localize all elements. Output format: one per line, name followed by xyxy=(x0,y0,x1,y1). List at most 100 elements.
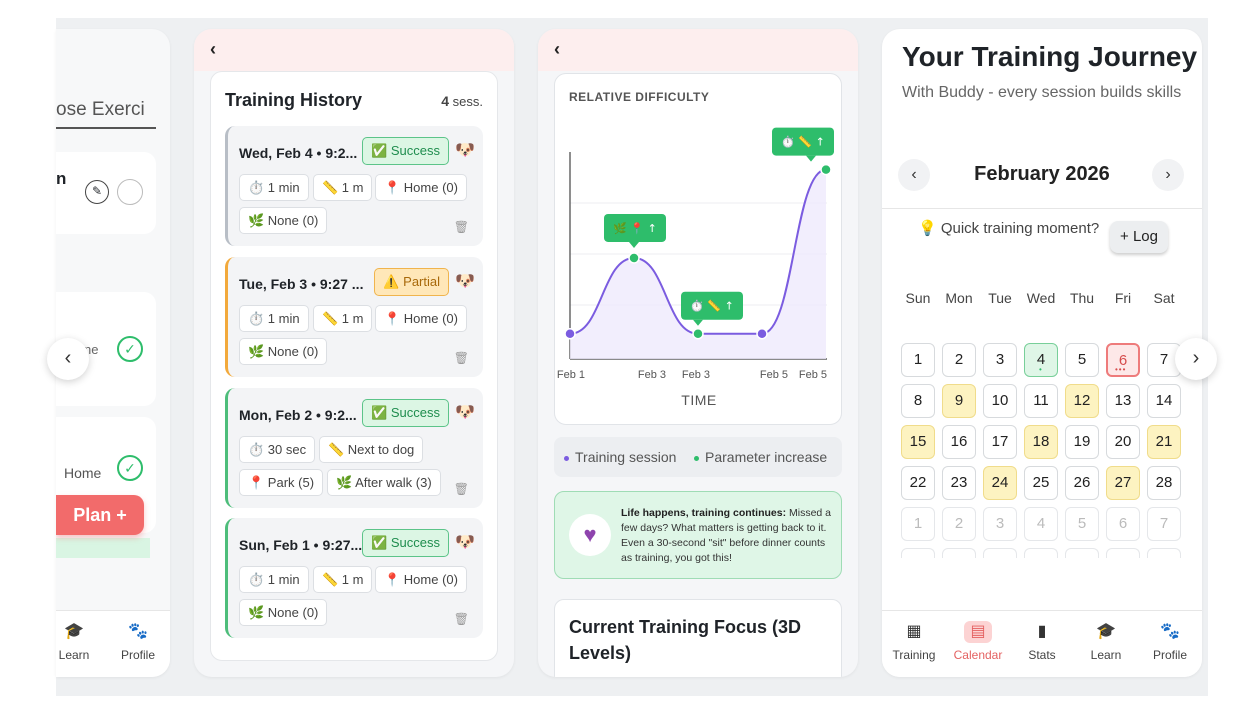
dog-icon: 🐶 xyxy=(455,142,475,159)
calendar-day[interactable]: 23 xyxy=(942,466,976,500)
graduation-cap-icon: 🎓 xyxy=(1096,623,1116,640)
annotation-pointer xyxy=(806,155,816,162)
calendar-day[interactable]: 5 xyxy=(1065,343,1099,377)
location-chip: 📍 Home (0) xyxy=(375,566,467,593)
location-chip: 📍 Home (0) xyxy=(375,174,467,201)
calendar-day[interactable]: 12 xyxy=(1065,384,1099,418)
trash-icon[interactable]: 🗑 xyxy=(453,220,469,234)
select-radio[interactable] xyxy=(117,179,143,205)
plan-button[interactable]: Plan + xyxy=(56,495,144,535)
nav-calendar[interactable]: ▤ Calendar xyxy=(946,621,1010,662)
calendar-day[interactable]: 17 xyxy=(983,425,1017,459)
calendar-day-next-month[interactable]: 4 xyxy=(1024,507,1058,541)
carousel-next-button[interactable]: › xyxy=(1175,338,1217,380)
calendar-day[interactable]: 3 xyxy=(983,343,1017,377)
progress-strip xyxy=(56,538,150,558)
nav-profile[interactable]: 🐾 Profile xyxy=(1138,621,1202,662)
nav-training[interactable]: ▦ Training xyxy=(882,621,946,662)
page-title: Your Training Journey xyxy=(902,41,1198,72)
back-chevron-icon[interactable]: ‹ xyxy=(210,39,216,59)
status-badge: ✅ Success xyxy=(362,137,449,165)
check-circle-icon[interactable]: ✓ xyxy=(117,455,143,481)
month-selector: ‹ February 2026 › xyxy=(882,155,1202,209)
status-badge: ⚠️ Partial xyxy=(374,268,449,296)
log-button[interactable]: + Log xyxy=(1110,221,1168,253)
calendar-day[interactable]: 1 xyxy=(901,343,935,377)
calendar-day[interactable]: 13 xyxy=(1106,384,1140,418)
month-label: February 2026 xyxy=(974,163,1110,185)
annotation-bubble xyxy=(681,291,743,320)
calendar-day[interactable]: 16 xyxy=(942,425,976,459)
session-card[interactable]: Mon, Feb 2 • 9:2... ✅ Success 🐶 ⏱️ 30 se… xyxy=(225,388,483,508)
bottom-nav: ▦ Training ▤ Calendar ▮ Stats 🎓 Learn 🐾 Profile xyxy=(882,610,1202,677)
carousel-prev-button[interactable]: ‹ xyxy=(47,338,89,380)
x-tick-label: Feb 5 xyxy=(760,369,788,381)
calendar-day[interactable]: 19 xyxy=(1065,425,1099,459)
nav-stats[interactable]: ▮ Stats xyxy=(1010,621,1074,662)
calendar-day[interactable]: 25 xyxy=(1024,466,1058,500)
calendar-day[interactable]: 27 xyxy=(1106,466,1140,500)
distraction-chip: 🌿 After walk (3) xyxy=(327,469,441,496)
annotation-label: ⏱️ 📏 ↑ xyxy=(690,300,734,313)
paw-icon: 🐾 xyxy=(128,623,148,640)
calendar-day[interactable]: 9 xyxy=(942,384,976,418)
legend-parameter-increase: Parameter increase xyxy=(694,449,827,465)
dog-icon: 🐶 xyxy=(455,273,475,290)
purple-heart-icon: ♥ xyxy=(569,514,611,556)
nav-learn[interactable]: 🎓 Learn xyxy=(56,621,92,662)
calendar-day[interactable]: 8 xyxy=(901,384,935,418)
choose-exercise-field[interactable]: ose Exerci xyxy=(56,99,156,129)
location-label: Home xyxy=(64,465,102,481)
prev-month-chevron-icon[interactable]: ‹ xyxy=(898,159,930,191)
x-axis-label: TIME xyxy=(681,392,716,408)
calendar-day[interactable]: 21 xyxy=(1147,425,1181,459)
calendar-day-next-month[interactable]: 5 xyxy=(1065,507,1099,541)
calendar-day[interactable]: 20 xyxy=(1106,425,1140,459)
nav-label: Profile xyxy=(120,648,155,662)
trash-icon[interactable]: 🗑 xyxy=(453,482,469,496)
calendar-day[interactable]: 11 xyxy=(1024,384,1058,418)
session-card[interactable]: Tue, Feb 3 • 9:27 ... ⚠️ Partial 🐶 ⏱️ 1 … xyxy=(225,257,483,377)
difficulty-chart-card: RELATIVE DIFFICULTY 🌿 📍 ↑ ⏱️ 📏 ↑ ⏱️ 📏 ↑ Feb… xyxy=(554,73,842,425)
calendar-day[interactable]: 2 xyxy=(942,343,976,377)
status-badge: ✅ Success xyxy=(362,529,449,557)
calendar-day[interactable]: 15 xyxy=(901,425,935,459)
nav-label: Profile xyxy=(1152,648,1187,662)
edit-pencil-icon[interactable]: ✎ xyxy=(85,180,109,204)
trash-icon[interactable]: 🗑 xyxy=(453,612,469,626)
calendar-day-next-month xyxy=(1106,548,1140,558)
parameter-increase-point xyxy=(692,327,704,340)
session-card[interactable]: Wed, Feb 4 • 9:2... ✅ Success 🐶 ⏱️ 1 min… xyxy=(225,126,483,246)
dog-icon: 🐶 xyxy=(455,534,475,551)
legend-dot-icon xyxy=(564,455,569,461)
legend-dot-icon xyxy=(694,455,699,461)
difficulty-chart-screen: ‹ RELATIVE DIFFICULTY 🌿 📍 ↑ ⏱️ 📏 ↑ ⏱️ 📏 ↑ F… xyxy=(538,29,858,677)
calendar-day[interactable]: 10 xyxy=(983,384,1017,418)
distance-chip: 📏 1 m xyxy=(313,566,373,593)
calendar-day-next-month[interactable]: 6 xyxy=(1106,507,1140,541)
check-circle-icon[interactable]: ✓ xyxy=(117,336,143,362)
calendar-day-next-month[interactable]: 1 xyxy=(901,507,935,541)
calendar-day[interactable]: 22 xyxy=(901,466,935,500)
calendar-day[interactable]: 24 xyxy=(983,466,1017,500)
calendar-day[interactable]: 18 xyxy=(1024,425,1058,459)
next-month-chevron-icon[interactable]: › xyxy=(1152,159,1184,191)
calendar-day-next-month[interactable]: 3 xyxy=(983,507,1017,541)
session-card[interactable]: Sun, Feb 1 • 9:27... ✅ Success 🐶 ⏱️ 1 mi… xyxy=(225,518,483,638)
training-focus-card[interactable]: Current Training Focus (3D Levels) xyxy=(554,599,842,677)
calendar-day-next-month[interactable]: 7 xyxy=(1147,507,1181,541)
distance-chip: 📏 Next to dog xyxy=(319,436,424,463)
calendar-day[interactable]: 14 xyxy=(1147,384,1181,418)
calendar-day[interactable]: 28 xyxy=(1147,466,1181,500)
calendar-day[interactable]: 4 xyxy=(1024,343,1058,377)
calendar-day[interactable]: 6 xyxy=(1106,343,1140,377)
chart-legend: Training session Parameter increase xyxy=(554,437,842,477)
calendar-day[interactable]: 26 xyxy=(1065,466,1099,500)
distraction-chip: 🌿 None (0) xyxy=(239,338,328,365)
calendar-day-next-month[interactable]: 2 xyxy=(942,507,976,541)
nav-learn[interactable]: 🎓 Learn xyxy=(1074,621,1138,662)
nav-profile[interactable]: 🐾 Profile xyxy=(118,621,158,662)
trash-icon[interactable]: 🗑 xyxy=(453,351,469,365)
back-chevron-icon[interactable]: ‹ xyxy=(554,39,560,59)
